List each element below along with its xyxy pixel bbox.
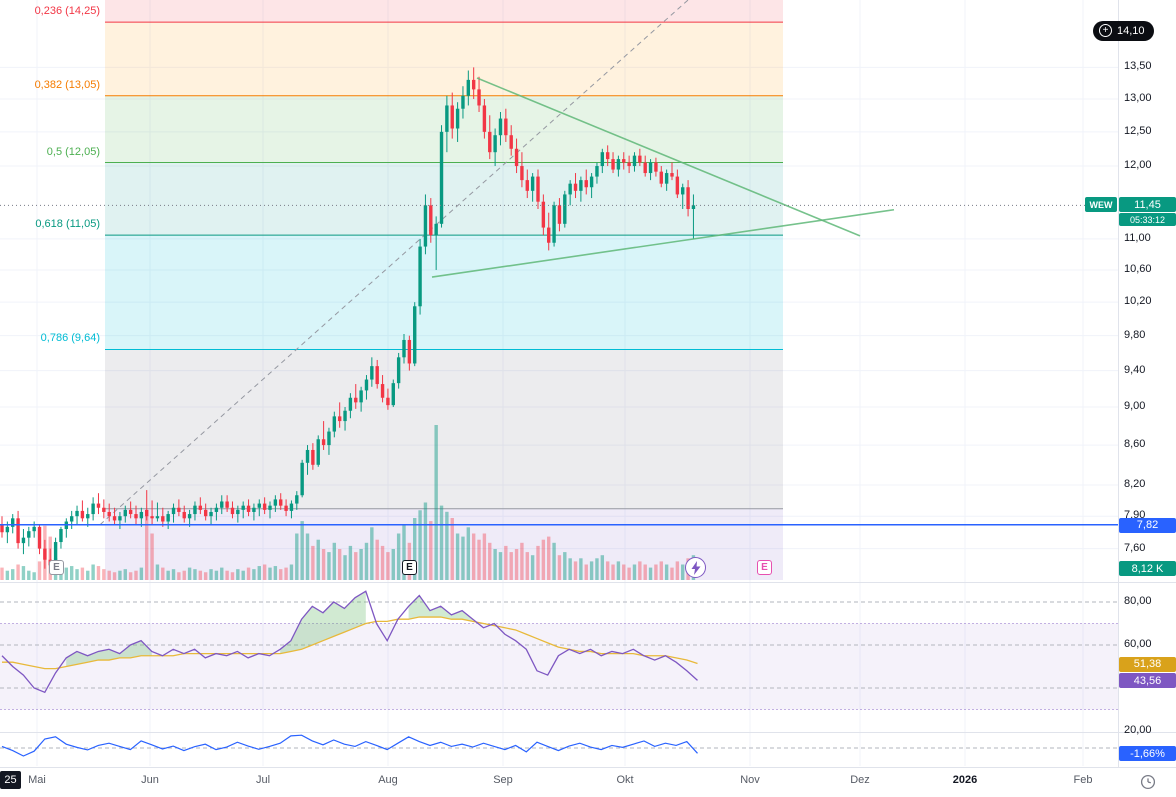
price-tick-label: 13,00 xyxy=(1124,91,1152,104)
trendline-ascending-support[interactable] xyxy=(431,208,895,278)
volume-value-badge: 8,12 K xyxy=(1119,561,1176,576)
price-tick-label: 10,60 xyxy=(1124,262,1152,275)
indicator-tick-label: 20,00 xyxy=(1124,724,1152,736)
time-axis-label: Jun xyxy=(141,774,159,786)
fib-band xyxy=(105,162,783,236)
earnings-marker-past[interactable]: E xyxy=(49,560,64,575)
indicator-tick-label: 60,00 xyxy=(1124,638,1152,650)
price-tick-label: 9,80 xyxy=(1124,328,1146,341)
event-lightning-marker[interactable] xyxy=(685,557,706,578)
year-axis-badge: 25 xyxy=(0,771,21,789)
rsi-line xyxy=(1,590,698,694)
fib-band xyxy=(105,22,783,96)
plus-circle-icon: + xyxy=(1099,24,1112,38)
lightning-icon xyxy=(691,560,700,575)
time-axis[interactable]: Mai Jun Jul Aug Sep Okt Nov Dez 2026 Feb xyxy=(0,767,1176,797)
time-axis-label: Dez xyxy=(850,774,870,786)
price-tick-label: 9,00 xyxy=(1124,400,1146,412)
time-axis-label: Mai xyxy=(28,774,46,786)
fib-band xyxy=(105,0,783,23)
oscillator-line xyxy=(1,734,698,757)
hline-price-badge: 7,82 xyxy=(1119,517,1176,533)
fib-level-label: 0,382 (13,05) xyxy=(34,78,100,91)
rsi-fill xyxy=(408,595,473,622)
price-tick-label: 7,60 xyxy=(1124,541,1146,554)
time-axis-label: Okt xyxy=(616,774,634,786)
price-tick-label: 13,50 xyxy=(1124,60,1152,73)
price-tick-label: 8,20 xyxy=(1124,477,1146,490)
fib-level-label: 0,618 (11,05) xyxy=(35,218,100,231)
price-tick-label: 10,20 xyxy=(1124,295,1152,308)
time-axis-label: Aug xyxy=(378,774,398,786)
oscillator-value-badge: -1,66% xyxy=(1119,746,1176,762)
fib-level-label: 0,236 (14,25) xyxy=(34,5,100,18)
rsi-band xyxy=(0,623,1118,710)
fib-level-label: 0,786 (9,64) xyxy=(40,332,100,345)
add-alert-button[interactable]: + 14,10 xyxy=(1093,20,1154,41)
indicator-tick-label: 80,00 xyxy=(1124,595,1152,607)
volume-series xyxy=(0,425,696,580)
rsi-ma-line xyxy=(2,616,698,670)
fib-band xyxy=(105,508,783,580)
price-tick-label: 12,50 xyxy=(1124,124,1152,137)
timezone-clock-icon[interactable] xyxy=(1138,772,1158,792)
current-price-badge: 11,45 xyxy=(1119,197,1176,213)
time-axis-label: 2026 xyxy=(952,774,978,786)
price-tick-label: 9,40 xyxy=(1124,363,1146,376)
rsi-ma-value-badge: 51,38 xyxy=(1119,656,1176,672)
time-axis-label: Jul xyxy=(255,774,271,786)
price-tick-label: 8,60 xyxy=(1124,438,1146,451)
price-tick-label: 11,00 xyxy=(1124,231,1151,244)
earnings-marker-latest[interactable]: E xyxy=(402,560,417,575)
fib-band xyxy=(105,95,783,163)
bar-countdown-badge: 05:33:12 xyxy=(1119,213,1176,227)
symbol-label-badge: WEW xyxy=(1085,197,1117,213)
earnings-marker-projected[interactable]: E xyxy=(757,560,772,575)
rsi-fill xyxy=(66,640,152,667)
fib-band xyxy=(105,349,783,509)
rsi-fill xyxy=(280,591,366,654)
time-axis-label: Nov xyxy=(740,774,760,786)
trendline-descending-resistance[interactable] xyxy=(476,77,861,237)
price-tick-label: 12,00 xyxy=(1124,159,1152,172)
time-axis-label: Feb xyxy=(1073,774,1093,786)
alert-price-label: 14,10 xyxy=(1117,24,1145,37)
time-axis-label: Sep xyxy=(493,774,513,786)
candlestick-series[interactable] xyxy=(0,67,696,574)
fib-band xyxy=(105,235,783,350)
fib-level-label: 0,5 (12,05) xyxy=(46,145,100,158)
rsi-value-badge: 43,56 xyxy=(1119,673,1176,689)
